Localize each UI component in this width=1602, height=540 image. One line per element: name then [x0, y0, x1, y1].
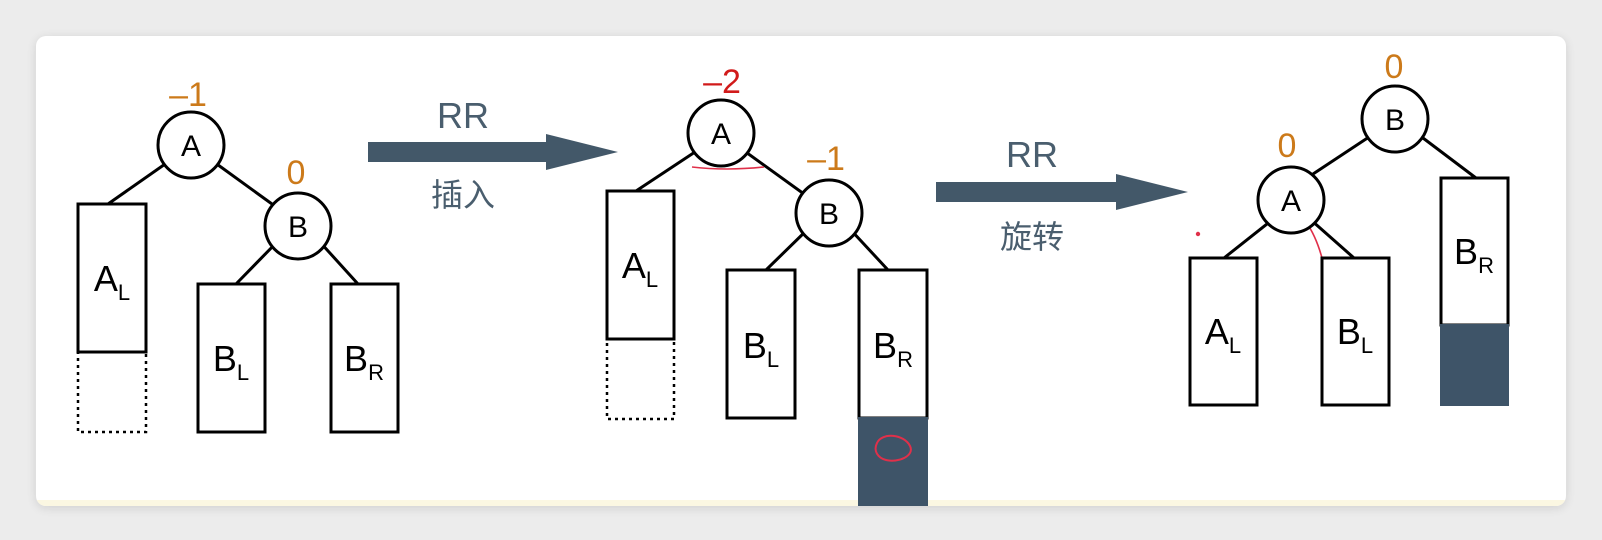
inserted-level-fill	[858, 417, 928, 506]
balance-factor-a: –1	[169, 76, 207, 114]
edge-a-b	[742, 148, 805, 196]
edge-b-br	[317, 239, 360, 286]
node-label: B	[1385, 104, 1405, 137]
edge-a-al	[1223, 218, 1273, 260]
arrow-bottom-label: 旋转	[1000, 218, 1064, 256]
annotation-underline	[691, 166, 765, 170]
subtree-label: BR	[1454, 231, 1494, 278]
tree-node-b: B	[1360, 84, 1430, 154]
balance-factor-b: 0	[1385, 48, 1404, 86]
node-label: A	[711, 118, 731, 151]
arrow-top-label: RR	[437, 95, 489, 136]
balance-factor-b: 0	[287, 154, 306, 192]
right-arrow-icon	[368, 134, 618, 170]
edge-b-a	[1312, 133, 1373, 176]
edge-a-al	[107, 160, 169, 206]
tree-node-a: A	[1256, 165, 1326, 235]
subtree-label: BL	[1337, 311, 1373, 358]
edge-a-bl	[1310, 218, 1355, 260]
subtree-label: BL	[743, 325, 779, 372]
subtree-label: BR	[873, 325, 913, 372]
inserted-level-fill	[1440, 324, 1509, 406]
slide-bottom-edge	[36, 500, 1566, 506]
slide-canvas: –1 0 A B AL BL BR	[36, 36, 1566, 506]
edge-b-bl	[234, 239, 280, 286]
balance-factor-a: 0	[1278, 127, 1297, 165]
arrow-rr-rotate: RR 旋转	[936, 134, 1201, 256]
subtree-label: AL	[94, 258, 130, 305]
edge-a-al	[635, 148, 699, 193]
tree-after-insertion: –2 –1 A B AL BL	[605, 63, 929, 506]
annotation-dot	[1195, 231, 1201, 237]
edge-a-b	[213, 160, 273, 206]
edge-b-bl	[764, 226, 811, 272]
empty-slot-dashed	[605, 337, 676, 421]
arrow-bottom-label: 插入	[431, 176, 495, 214]
subtree-label: BL	[213, 338, 249, 385]
subtree-br: BR	[1439, 176, 1510, 406]
tree-node-a: A	[156, 110, 226, 180]
right-arrow-icon	[936, 174, 1188, 210]
avl-rr-rotation-diagram: –1 0 A B AL BL BR	[76, 48, 1510, 506]
subtree-bl: BL	[196, 282, 267, 434]
subtree-label: AL	[1205, 311, 1241, 358]
arrow-rr-insert: RR 插入	[368, 95, 618, 214]
subtree-br: BR	[857, 268, 929, 506]
arrow-top-label: RR	[1006, 134, 1058, 175]
subtree-bl: BL	[725, 268, 797, 420]
subtree-al: AL	[76, 202, 148, 434]
tree-node-b: B	[794, 178, 864, 248]
node-label: B	[819, 198, 839, 231]
empty-slot-dashed	[76, 350, 148, 434]
annotation-circle	[874, 434, 912, 462]
balance-factor-a: –2	[703, 63, 741, 101]
edge-b-br	[1418, 133, 1477, 180]
tree-before-insertion: –1 0 A B AL BL BR	[76, 76, 400, 434]
subtree-al: AL	[1188, 256, 1259, 407]
node-label: A	[181, 130, 201, 163]
tree-after-rotation: 0 0 B A AL BL BR	[1188, 48, 1510, 407]
subtree-bl: BL	[1320, 256, 1391, 407]
tree-node-a: A	[686, 98, 756, 168]
tree-node-b: B	[263, 191, 333, 261]
subtree-label: AL	[622, 245, 658, 292]
node-label: A	[1281, 185, 1301, 218]
subtree-label: BR	[344, 338, 384, 385]
node-label: B	[288, 211, 308, 244]
subtree-br: BR	[329, 282, 400, 434]
subtree-al: AL	[605, 189, 676, 421]
balance-factor-b: –1	[807, 140, 845, 178]
